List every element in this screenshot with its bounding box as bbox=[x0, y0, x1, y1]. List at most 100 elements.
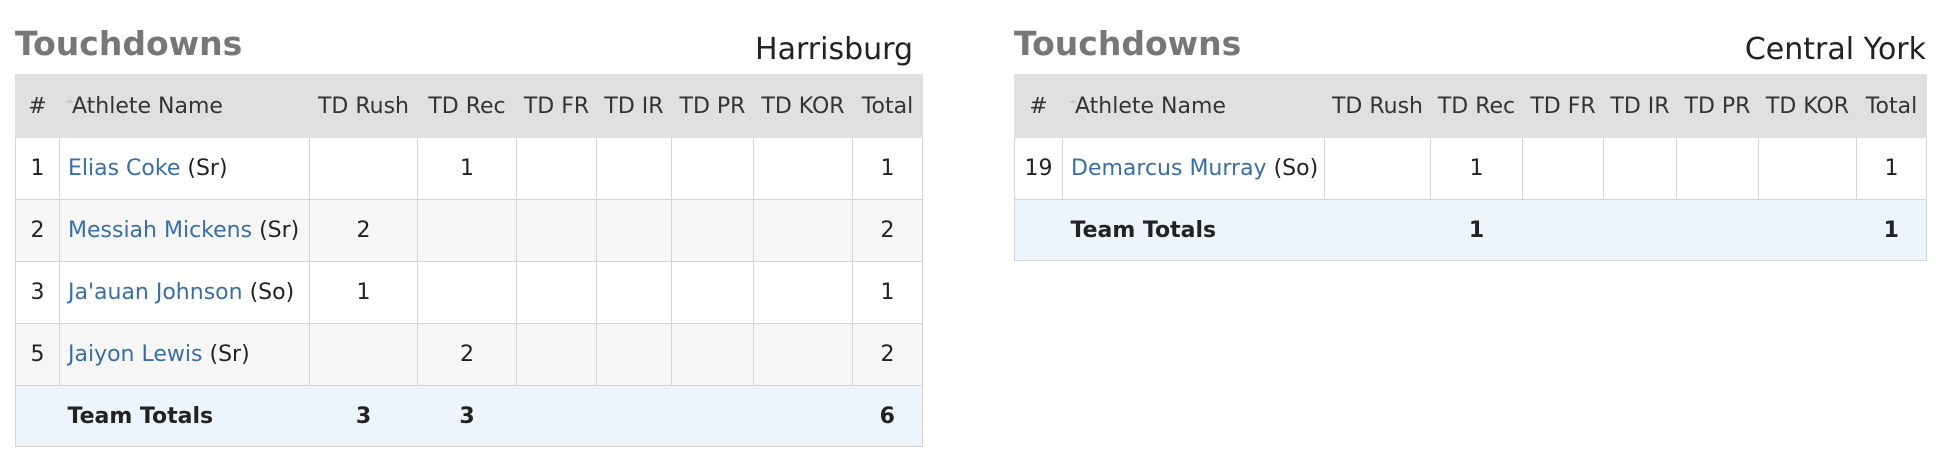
col-header-td-rec[interactable]: TD Rec bbox=[417, 74, 517, 138]
cell-athlete: Demarcus Murray (So) bbox=[1062, 137, 1325, 200]
header-row: # Athlete Name TD Rush TD Rec TD FR TD I… bbox=[15, 74, 923, 138]
total-td-ir bbox=[1603, 199, 1677, 261]
total-td-rec: 3 bbox=[417, 385, 517, 447]
col-header-td-rush[interactable]: TD Rush bbox=[1324, 74, 1431, 138]
total-td-kor bbox=[753, 385, 853, 447]
athlete-year: (So) bbox=[1273, 156, 1319, 181]
cell-number: 19 bbox=[1014, 137, 1063, 200]
total-td-rec: 1 bbox=[1430, 199, 1523, 261]
cell-td-kor bbox=[753, 137, 853, 200]
total-td-fr bbox=[1522, 199, 1604, 261]
table-row: 3 Ja'auan Johnson (So) 1 1 bbox=[15, 261, 923, 324]
team-name: Harrisburg bbox=[755, 32, 913, 67]
cell-td-ir bbox=[596, 323, 672, 386]
cell-td-rush: 1 bbox=[309, 261, 418, 324]
total-td-fr bbox=[516, 385, 597, 447]
panel-header: Touchdowns Harrisburg bbox=[15, 24, 913, 74]
cell-athlete: Elias Coke (Sr) bbox=[59, 137, 310, 200]
col-header-td-ir[interactable]: TD IR bbox=[1603, 74, 1677, 138]
cell-td-pr bbox=[1676, 137, 1759, 200]
total-total: 1 bbox=[1856, 199, 1927, 261]
cell-number: 5 bbox=[15, 323, 60, 386]
athlete-link[interactable]: Ja'auan Johnson bbox=[68, 280, 243, 305]
cell-number: 3 bbox=[15, 261, 60, 324]
cell-td-fr bbox=[516, 137, 597, 200]
cell-number: 2 bbox=[15, 199, 60, 262]
athlete-link[interactable]: Demarcus Murray bbox=[1071, 156, 1267, 181]
sort-caret-icon bbox=[1069, 98, 1077, 103]
cell-td-kor bbox=[753, 261, 853, 324]
touchdowns-panel-harrisburg: Touchdowns Harrisburg # Athlete Name TD … bbox=[15, 24, 923, 447]
cell-total: 2 bbox=[852, 199, 923, 262]
cell-td-pr bbox=[671, 261, 754, 324]
cell-athlete: Jaiyon Lewis (Sr) bbox=[59, 323, 310, 386]
cell-total: 1 bbox=[1856, 137, 1927, 200]
athlete-year: (Sr) bbox=[209, 342, 250, 367]
touchdowns-table: # Athlete Name TD Rush TD Rec TD FR TD I… bbox=[1014, 74, 1927, 261]
cell-total: 2 bbox=[852, 323, 923, 386]
panel-title: Touchdowns bbox=[15, 24, 243, 63]
cell-td-rec: 2 bbox=[417, 323, 517, 386]
col-header-td-pr[interactable]: TD PR bbox=[1676, 74, 1759, 138]
team-totals-label: Team Totals bbox=[1062, 199, 1325, 261]
col-header-td-fr[interactable]: TD FR bbox=[516, 74, 597, 138]
col-header-td-pr[interactable]: TD PR bbox=[671, 74, 754, 138]
col-header-total[interactable]: Total bbox=[852, 74, 923, 138]
total-td-pr bbox=[671, 385, 754, 447]
cell-td-rush bbox=[309, 323, 418, 386]
cell-td-rec: 1 bbox=[1430, 137, 1523, 200]
col-header-td-rec[interactable]: TD Rec bbox=[1430, 74, 1523, 138]
touchdowns-panel-central-york: Touchdowns Central York # Athlete Name T… bbox=[1014, 24, 1927, 261]
cell-td-kor bbox=[1758, 137, 1857, 200]
team-name: Central York bbox=[1744, 32, 1926, 67]
col-header-td-fr[interactable]: TD FR bbox=[1522, 74, 1604, 138]
col-header-number[interactable]: # bbox=[1014, 74, 1063, 138]
panel-header: Touchdowns Central York bbox=[1014, 24, 1926, 74]
cell-td-fr bbox=[516, 323, 597, 386]
athlete-year: (So) bbox=[249, 280, 295, 305]
athlete-link[interactable]: Elias Coke bbox=[68, 156, 181, 181]
cell-td-rush: 2 bbox=[309, 199, 418, 262]
cell-number bbox=[1014, 199, 1063, 261]
athlete-link[interactable]: Jaiyon Lewis bbox=[68, 342, 203, 367]
total-total: 6 bbox=[852, 385, 923, 447]
col-header-td-rush[interactable]: TD Rush bbox=[309, 74, 418, 138]
table-row: 1 Elias Coke (Sr) 1 1 bbox=[15, 137, 923, 200]
cell-td-fr bbox=[516, 199, 597, 262]
total-td-rush: 3 bbox=[309, 385, 418, 447]
cell-td-ir bbox=[1603, 137, 1677, 200]
team-totals-label: Team Totals bbox=[59, 385, 310, 447]
cell-total: 1 bbox=[852, 137, 923, 200]
cell-td-rec bbox=[417, 261, 517, 324]
cell-total: 1 bbox=[852, 261, 923, 324]
cell-td-pr bbox=[671, 323, 754, 386]
col-header-td-kor[interactable]: TD KOR bbox=[753, 74, 853, 138]
cell-td-pr bbox=[671, 137, 754, 200]
cell-number bbox=[15, 385, 60, 447]
col-header-total[interactable]: Total bbox=[1856, 74, 1927, 138]
cell-td-fr bbox=[516, 261, 597, 324]
team-totals-row: Team Totals 3 3 6 bbox=[15, 385, 923, 447]
cell-td-pr bbox=[671, 199, 754, 262]
athlete-year: (Sr) bbox=[259, 218, 300, 243]
table-row: 5 Jaiyon Lewis (Sr) 2 2 bbox=[15, 323, 923, 386]
cell-td-rec: 1 bbox=[417, 137, 517, 200]
touchdowns-table: # Athlete Name TD Rush TD Rec TD FR TD I… bbox=[15, 74, 923, 447]
table-row: 2 Messiah Mickens (Sr) 2 2 bbox=[15, 199, 923, 262]
sort-caret-icon bbox=[66, 98, 74, 103]
total-td-pr bbox=[1676, 199, 1759, 261]
cell-number: 1 bbox=[15, 137, 60, 200]
table-row: 19 Demarcus Murray (So) 1 1 bbox=[1014, 137, 1927, 200]
total-td-rush bbox=[1324, 199, 1431, 261]
col-header-athlete-name[interactable]: Athlete Name bbox=[59, 74, 310, 138]
athlete-link[interactable]: Messiah Mickens bbox=[68, 218, 253, 243]
panel-title: Touchdowns bbox=[1014, 24, 1242, 63]
col-header-td-kor[interactable]: TD KOR bbox=[1758, 74, 1857, 138]
header-row: # Athlete Name TD Rush TD Rec TD FR TD I… bbox=[1014, 74, 1927, 138]
cell-td-ir bbox=[596, 261, 672, 324]
total-td-kor bbox=[1758, 199, 1857, 261]
col-header-td-ir[interactable]: TD IR bbox=[596, 74, 672, 138]
col-header-athlete-name[interactable]: Athlete Name bbox=[1062, 74, 1325, 138]
cell-td-fr bbox=[1522, 137, 1604, 200]
col-header-number[interactable]: # bbox=[15, 74, 60, 138]
